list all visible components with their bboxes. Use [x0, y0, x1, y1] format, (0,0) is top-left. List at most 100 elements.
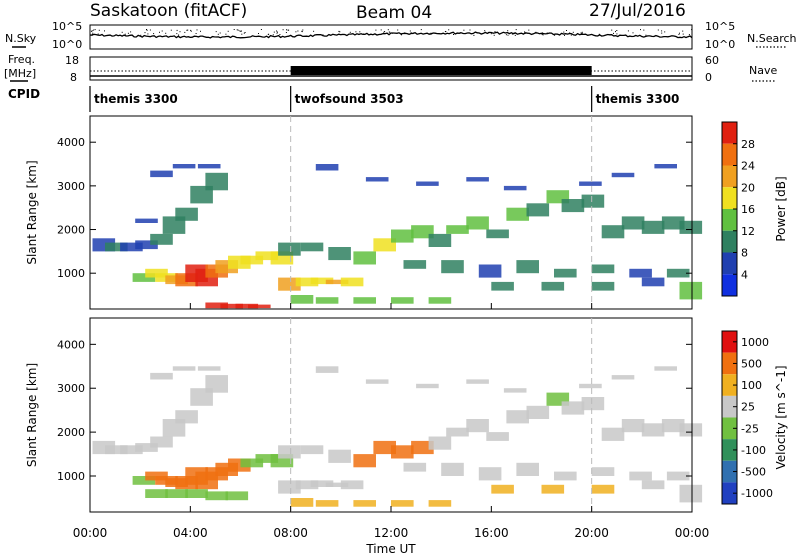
nsearch-dot [448, 29, 450, 31]
heatmap-cell [255, 454, 279, 463]
heatmap-cell [310, 480, 334, 487]
heatmap-cell [679, 220, 703, 234]
heatmap-cell [132, 476, 156, 485]
heatmap-cell [654, 164, 677, 169]
nsearch-dot [429, 33, 431, 35]
heatmap-cell [175, 410, 198, 424]
heatmap-cell [466, 379, 489, 384]
nsearch-dot [349, 31, 351, 33]
freq-left-bottom-tick: 8 [70, 71, 77, 84]
heatmap-cell [135, 240, 158, 250]
nsearch-dot [535, 31, 537, 33]
nsearch-dot [244, 32, 246, 33]
colorbar-segment [722, 165, 737, 188]
nsearch-dot [490, 33, 492, 35]
beam-title: Beam 04 [356, 3, 432, 23]
heatmap-cell [428, 297, 452, 304]
nsearch-dot [104, 30, 105, 32]
heatmap-cell [325, 279, 349, 285]
nsearch-dot [98, 29, 100, 31]
heatmap-cell [416, 181, 439, 186]
freq-left-top-tick: 18 [65, 54, 79, 67]
nsky-line [89, 31, 693, 39]
heatmap-cell [666, 471, 690, 481]
heatmap-cell [503, 185, 527, 191]
colorbar-tick-label: 100 [741, 379, 762, 392]
heatmap-cell [278, 242, 301, 256]
heatmap-cell [353, 297, 376, 304]
heatmap-cell [601, 225, 625, 239]
heatmap-cell [175, 207, 198, 221]
heatmap-cell [666, 268, 690, 278]
nsearch-dot [375, 29, 377, 31]
nsearch-dot [144, 32, 146, 34]
nsearch-dot [678, 33, 680, 35]
heatmap-cell [446, 225, 469, 234]
station-title: Saskatoon (fitACF) [90, 1, 247, 21]
heatmap-cell [403, 462, 427, 472]
nsearch-dot [313, 30, 315, 32]
colorbar-tick-label: 25 [741, 401, 755, 414]
heatmap-cell [150, 372, 173, 380]
heatmap-cell [491, 484, 514, 494]
heatmap-cell [486, 432, 509, 441]
nsearch-dot [541, 34, 543, 35]
nsearch-dot [682, 33, 684, 35]
heatmap-cell [441, 260, 464, 274]
heatmap-cell [391, 500, 414, 507]
nsearch-dot [564, 34, 565, 36]
nsearch-dot [285, 32, 287, 33]
nsearch-dot [611, 29, 613, 31]
nsearch-dot [260, 29, 262, 30]
heatmap-cell [340, 277, 364, 287]
nsearch-dot [196, 29, 198, 31]
x-tick-label: 16:00 [474, 526, 509, 540]
nsearch-dot [127, 32, 129, 34]
nsearch-dot [161, 30, 163, 32]
nsearch-dot [243, 32, 245, 34]
nsearch-dot [444, 31, 446, 32]
nsearch-dot [186, 29, 188, 31]
y-axis-title: Slant Range [km] [25, 160, 39, 264]
heatmap-cell [428, 436, 452, 450]
nsearch-dot [363, 33, 364, 35]
heatmap-cell [478, 467, 502, 481]
heatmap-cell [150, 436, 173, 448]
nsearch-dot [554, 34, 556, 36]
heatmap-cell [145, 268, 168, 278]
heatmap-cell [591, 264, 615, 274]
nsearch-dot [493, 34, 495, 36]
heatmap-cell [428, 500, 452, 507]
colorbar-segment [722, 252, 737, 275]
power-panel: 1000 2000 3000 4000 Slant Range [km] 4 8 12 16 20… [25, 115, 788, 310]
nsearch-dot [279, 34, 281, 35]
heatmap-cell [220, 303, 243, 309]
heatmap-cell [679, 423, 703, 437]
colorbar-tick-label: 28 [741, 138, 755, 151]
nsearch-dot [276, 30, 277, 32]
nsearch-dot [93, 29, 95, 31]
colorbar-frame [721, 330, 738, 505]
cpid-segment-label: themis 3300 [94, 92, 178, 106]
heatmap-cell [581, 397, 605, 411]
nsearch-dot [384, 31, 386, 32]
heatmap-cell [516, 260, 539, 274]
nsearch-dot [297, 30, 299, 32]
heatmap-cell [185, 489, 208, 498]
heatmap-cell [541, 281, 565, 291]
nsearch-dot [627, 30, 629, 32]
noise-left-bottom-tick: 10^0 [52, 38, 82, 51]
nsearch-dot [176, 33, 178, 35]
nsearch-dot [272, 34, 274, 36]
heatmap-cell [240, 458, 264, 468]
heatmap-cell [611, 375, 635, 380]
heatmap-cell [526, 203, 550, 217]
nsearch-dot [92, 32, 94, 34]
nsearch-dot [569, 32, 571, 34]
heatmap-cell [365, 177, 389, 182]
nsearch-dot [524, 31, 526, 33]
nsearch-dot [267, 33, 269, 35]
nsearch-dot [473, 34, 475, 36]
nsearch-dot [149, 29, 151, 31]
heatmap-cell [541, 484, 565, 494]
